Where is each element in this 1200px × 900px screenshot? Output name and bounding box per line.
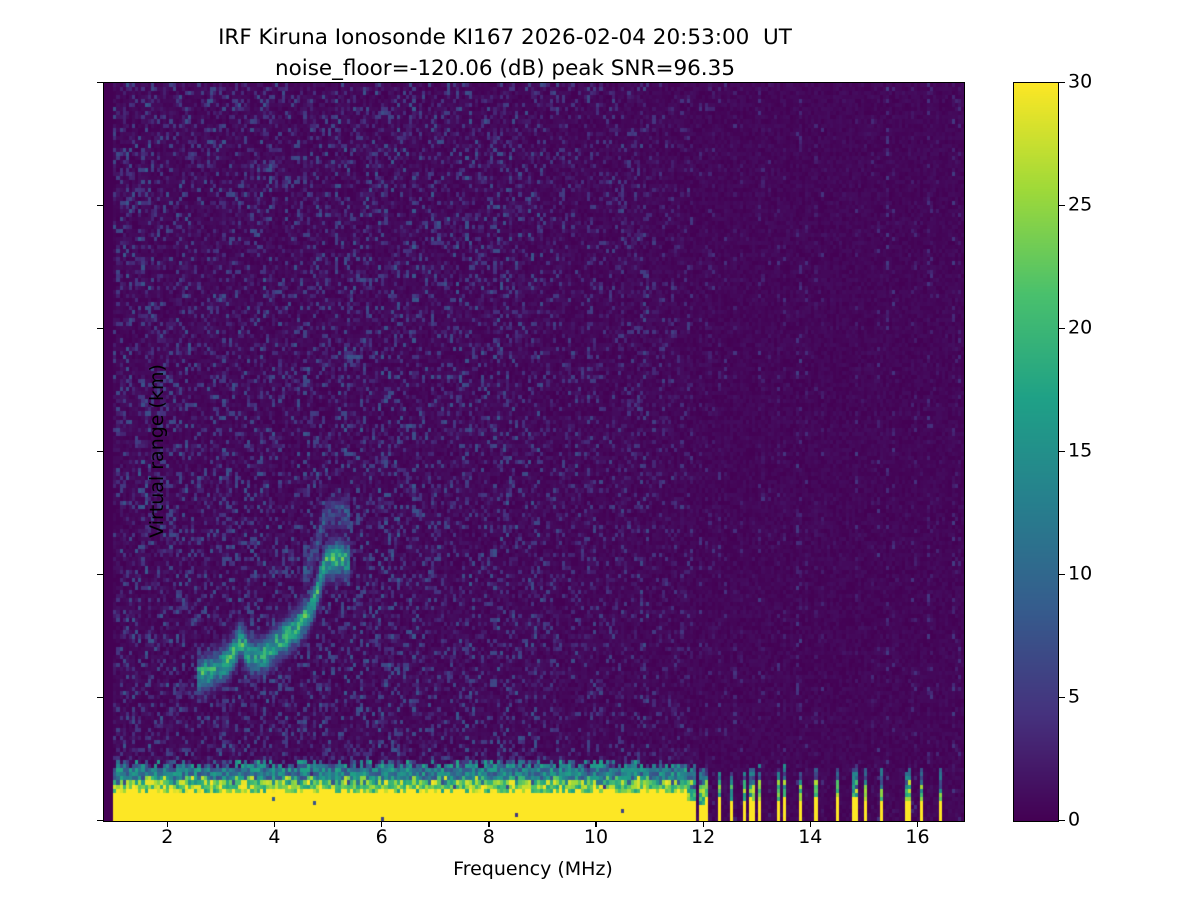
colorbar-tick-mark bbox=[1059, 696, 1065, 698]
colorbar-tick-mark bbox=[1059, 327, 1065, 329]
y-tick-mark bbox=[97, 573, 103, 575]
x-tick-label: 16 bbox=[905, 826, 930, 848]
x-tick-mark bbox=[702, 821, 704, 827]
x-tick-label: 4 bbox=[268, 826, 281, 848]
colorbar-tick-mark bbox=[1059, 81, 1065, 83]
title-line-1: IRF Kiruna Ionosonde KI167 2026-02-04 20… bbox=[218, 25, 792, 50]
colorbar-tick-mark bbox=[1059, 573, 1065, 575]
x-tick-label: 10 bbox=[583, 826, 609, 848]
x-tick-label: 6 bbox=[375, 826, 388, 848]
x-tick-label: 12 bbox=[691, 826, 716, 848]
x-tick-mark bbox=[381, 821, 383, 827]
x-tick-mark bbox=[916, 821, 919, 827]
colorbar-tick-label: 20 bbox=[1068, 316, 1093, 339]
colorbar-tick-mark bbox=[1059, 819, 1065, 821]
colorbar-tick-label: 25 bbox=[1068, 193, 1093, 216]
y-axis-label: Virtual range (km) bbox=[146, 364, 168, 538]
colorbar bbox=[1013, 82, 1059, 822]
x-tick-mark bbox=[595, 821, 597, 827]
x-tick-mark bbox=[166, 821, 169, 827]
y-tick-mark bbox=[97, 450, 103, 452]
x-tick-label: 2 bbox=[161, 826, 174, 848]
colorbar-tick-label: 10 bbox=[1068, 562, 1093, 585]
x-tick-mark bbox=[488, 821, 490, 827]
x-tick-label: 14 bbox=[798, 826, 823, 848]
x-axis-label: Frequency (MHz) bbox=[453, 858, 613, 880]
x-tick-label: 8 bbox=[482, 826, 495, 848]
colorbar-tick-mark bbox=[1059, 450, 1065, 452]
colorbar-gradient bbox=[1014, 83, 1058, 821]
title-line-2: noise_floor=-120.06 (dB) peak SNR=96.35 bbox=[274, 56, 736, 81]
ionogram-heatmap-canvas bbox=[104, 83, 964, 821]
y-tick-mark bbox=[97, 204, 103, 206]
y-tick-mark bbox=[97, 327, 103, 329]
x-tick-mark bbox=[809, 821, 812, 827]
x-tick-mark bbox=[273, 821, 276, 827]
colorbar-tick-mark bbox=[1059, 204, 1065, 206]
y-tick-mark bbox=[97, 696, 103, 698]
colorbar-tick-label: 5 bbox=[1068, 685, 1081, 708]
colorbar-tick-label: 0 bbox=[1068, 808, 1081, 831]
y-tick-mark bbox=[97, 81, 103, 83]
colorbar-tick-label: 30 bbox=[1068, 70, 1093, 93]
colorbar-tick-label: 15 bbox=[1068, 439, 1093, 462]
y-tick-mark bbox=[97, 819, 103, 821]
figure-title: IRF Kiruna Ionosonde KI167 2026-02-04 20… bbox=[0, 22, 1010, 84]
ionogram-plot-area bbox=[103, 82, 965, 822]
